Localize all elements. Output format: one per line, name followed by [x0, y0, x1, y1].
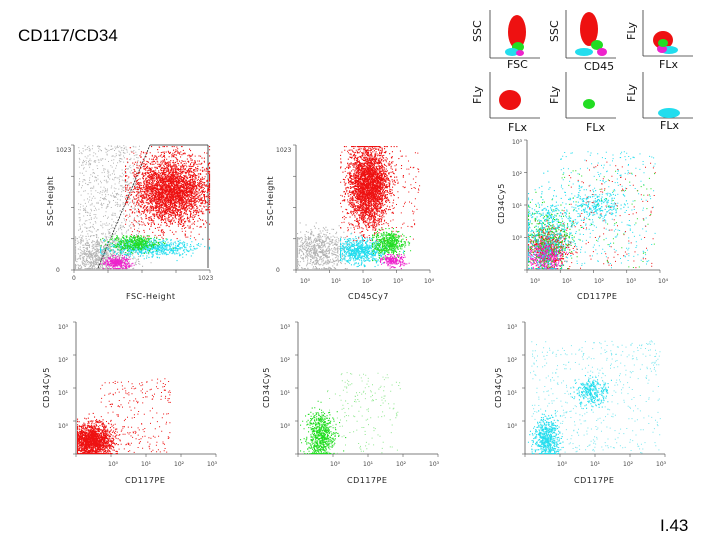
- plot6-xtick-3: 10³: [656, 461, 667, 468]
- plot2-ytick-0: 0: [276, 267, 280, 274]
- plot1-xlabel: FSC-Height: [126, 292, 176, 301]
- plot3-cyan: [528, 170, 594, 270]
- plot2-magenta-population: [380, 254, 410, 270]
- plot1-green-population: [100, 235, 174, 255]
- plot3-ytick-1: 10¹: [512, 203, 523, 210]
- plot3-ytick-3: 10³: [512, 139, 523, 146]
- plot2-xtick-4: 10⁴: [424, 278, 435, 285]
- legend-6-cyan: [658, 108, 680, 118]
- legend-5-green: [583, 99, 595, 109]
- plot3-ytick-0: 10⁰: [512, 235, 523, 242]
- legend-3-magenta: [657, 45, 667, 53]
- plot3-cyan-cluster: [560, 180, 627, 226]
- legend-2-green: [591, 40, 603, 50]
- plot6-ytick-3: 10³: [507, 324, 518, 331]
- legend-6-xlabel: FLx: [660, 119, 679, 132]
- plot3-xtick-3: 10³: [626, 278, 637, 285]
- legend-2-xlabel: CD45: [584, 60, 615, 73]
- page-title: CD117/CD34: [18, 26, 118, 45]
- plot1-gray-low: [75, 218, 152, 270]
- plot3-cd117-cd34-all: 10⁰ 10¹ 10² 10³ 10⁰ 10¹ 10² 10³ 10⁴: [512, 139, 669, 285]
- plot1-magenta-population: [100, 255, 135, 270]
- slide-number: I.43: [660, 516, 689, 535]
- plot5-green-population: [300, 400, 347, 455]
- legend-1-cyan: [505, 48, 519, 56]
- plot6-xlabel: CD117PE: [574, 476, 615, 485]
- plot6-ytick-0: 10⁰: [507, 423, 518, 430]
- plot2-green-population: [372, 228, 412, 262]
- plot5-ytick-2: 10²: [280, 357, 291, 364]
- plot2-cyan-population: [340, 233, 405, 268]
- legend-1-xlabel: FSC: [507, 58, 528, 71]
- plot1-xtick-1: 1023: [198, 275, 213, 282]
- legend-2-magenta: [597, 48, 607, 56]
- plot4-xtick-0: 10⁰: [108, 461, 119, 468]
- plot5-ytick-0: 10⁰: [280, 423, 291, 430]
- plot4-ytick-2: 10²: [58, 357, 69, 364]
- legend-3-xlabel: FLx: [659, 58, 678, 71]
- plot4-xtick-2: 10²: [174, 461, 185, 468]
- legend-2-cyan: [575, 48, 593, 56]
- plot3-xlabel: CD117PE: [577, 292, 618, 301]
- plot1-fsc-ssc: 0 1023 0 1023: [56, 144, 213, 282]
- plot5-xtick-3: 10³: [429, 461, 440, 468]
- plot2-xtick-1: 10¹: [331, 278, 342, 285]
- plot5-xtick-1: 10¹: [363, 461, 374, 468]
- plot2-xtick-0: 10⁰: [300, 278, 311, 285]
- plot4-ytick-0: 10⁰: [58, 423, 69, 430]
- plot2-ytick-1: 1023: [276, 147, 291, 154]
- plot6-cyan-gate: 10⁰ 10¹ 10² 10³ 10⁰ 10¹ 10² 10³: [507, 321, 667, 468]
- plot3-magenta: [528, 235, 571, 270]
- legend-4-red: [499, 90, 521, 110]
- plot2-cd45-ssc: 0 1023 10⁰ 10¹ 10² 10³ 10⁴: [276, 144, 435, 285]
- plot4-red-sparse: [100, 380, 171, 453]
- legend-2-red: [580, 12, 598, 46]
- legend-panels: [489, 10, 693, 119]
- plot6-ytick-2: 10²: [507, 357, 518, 364]
- plot5-ytick-1: 10¹: [280, 390, 291, 397]
- plot5-green-gate: 10⁰ 10¹ 10² 10³ 10⁰ 10¹ 10² 10³: [280, 321, 440, 468]
- plot4-red-high: [140, 378, 171, 400]
- plot6-xtick-0: 10⁰: [557, 461, 568, 468]
- plot1-xtick-0: 0: [72, 275, 76, 282]
- plot4-xtick-3: 10³: [207, 461, 218, 468]
- plot2-xtick-3: 10³: [393, 278, 404, 285]
- legend-5-xlabel: FLx: [586, 121, 605, 134]
- plot4-red-population: [77, 412, 136, 455]
- legend-3-green: [658, 39, 668, 47]
- plot5-xlabel: CD117PE: [347, 476, 388, 485]
- plot5-ytick-3: 10³: [280, 324, 291, 331]
- plot3-xtick-0: 10⁰: [530, 278, 541, 285]
- plot3-xtick-4: 10⁴: [658, 278, 669, 285]
- plot3-ytick-2: 10²: [512, 171, 523, 178]
- plot2-xtick-2: 10²: [362, 278, 373, 285]
- plot4-xtick-1: 10¹: [141, 461, 152, 468]
- plot4-ytick-3: 10³: [58, 324, 69, 331]
- plot6-xtick-1: 10¹: [590, 461, 601, 468]
- plot6-cyan-low: [527, 410, 564, 455]
- plot2-red-population: [340, 146, 412, 242]
- plot5-xtick-0: 10⁰: [330, 461, 341, 468]
- plot6-cyan-cluster: [570, 375, 612, 411]
- plot6-xtick-2: 10²: [623, 461, 634, 468]
- plot2-gray-debris: [297, 222, 358, 270]
- plot4-xlabel: CD117PE: [125, 476, 166, 485]
- plot4-red-gate: 10⁰ 10¹ 10² 10³ 10⁰ 10¹ 10² 10³: [58, 321, 218, 468]
- plot2-xlabel: CD45Cy7: [348, 292, 389, 301]
- plot3-xtick-2: 10²: [594, 278, 605, 285]
- plot6-ytick-1: 10¹: [507, 390, 518, 397]
- plot5-xtick-2: 10²: [396, 461, 407, 468]
- plot1-ytick-0: 0: [56, 267, 60, 274]
- plot3-red-sparse: [560, 160, 656, 269]
- plot3-green: [528, 191, 584, 270]
- plot3-xtick-1: 10¹: [562, 278, 573, 285]
- plot4-ytick-1: 10¹: [58, 390, 69, 397]
- plot5-green-high: [340, 372, 389, 401]
- plot1-red-population: [125, 146, 211, 240]
- plot1-ytick-1: 1023: [56, 147, 71, 154]
- legend-4-xlabel: FLx: [508, 121, 527, 134]
- legend-1-magenta: [516, 50, 524, 56]
- legend-1-red: [508, 15, 526, 49]
